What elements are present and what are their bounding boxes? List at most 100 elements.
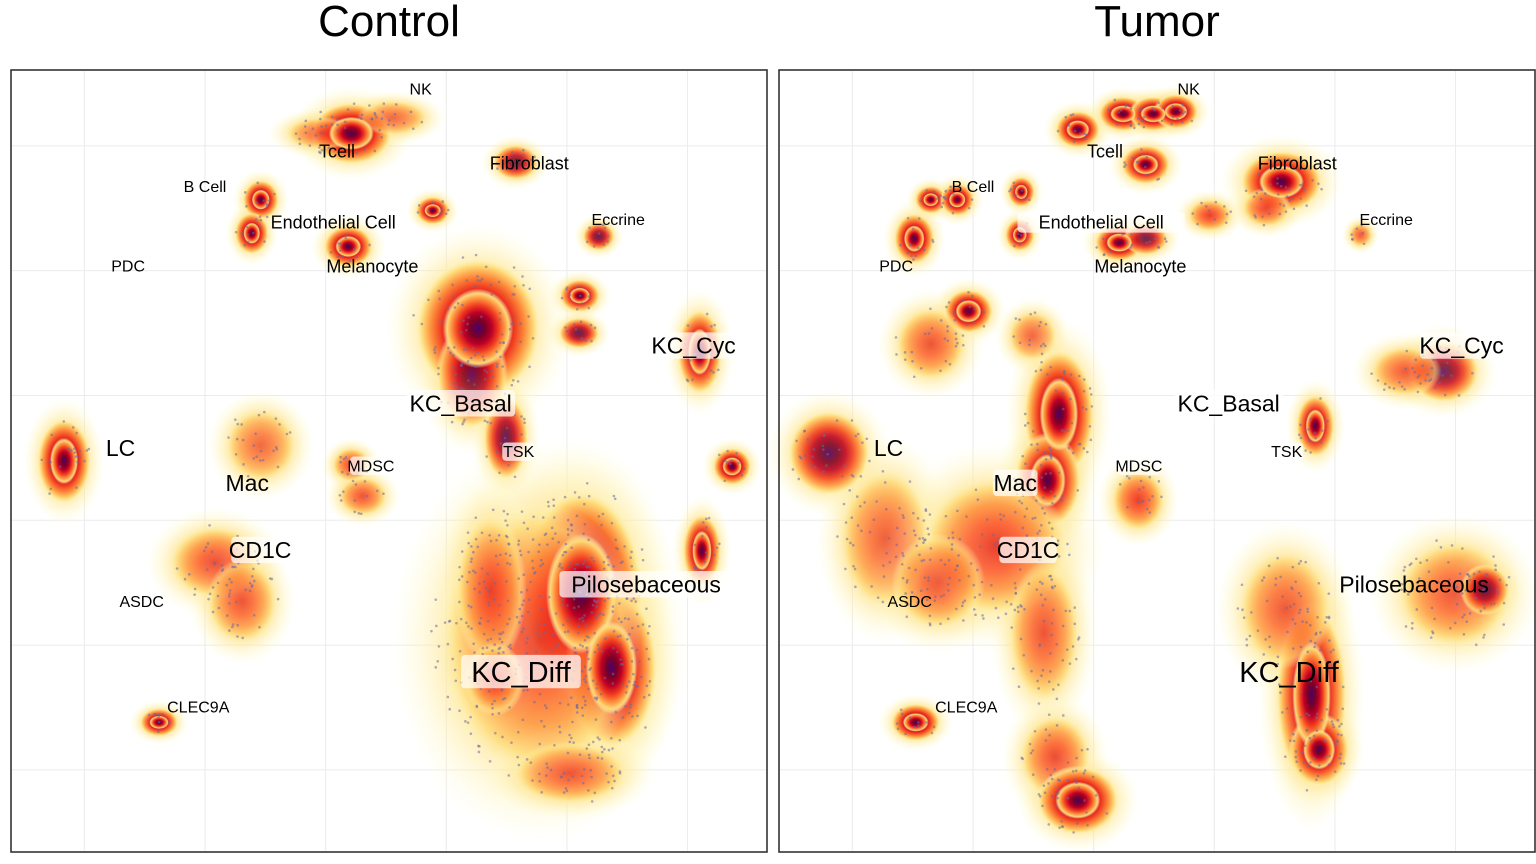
cell-point [905,615,909,618]
cell-point [245,225,249,229]
cell-point [561,598,565,601]
cell-point [254,218,258,221]
cell-point [555,645,559,649]
cell-point [1151,495,1154,498]
cell-point [927,576,930,579]
cell-point [728,462,732,466]
cell-point [929,547,933,550]
cell-point [483,419,487,423]
cell-point [208,524,211,527]
cell-point [571,775,575,778]
cell-point [259,218,263,222]
cell-point [1419,561,1422,565]
cell-point [526,610,530,614]
cell-point [1350,233,1353,236]
cell-point [1494,568,1497,572]
cell-point [1082,132,1086,135]
cell-point [567,565,570,568]
cell-point [522,599,526,602]
cell-point [516,730,520,734]
cell-point [168,720,171,724]
cell-point [1073,622,1077,626]
cell-point [630,564,634,568]
cluster-label-text: TSK [1271,444,1302,461]
cell-point [459,387,463,390]
cell-point [944,514,948,518]
cell-point [570,523,573,527]
cell-point [581,619,585,623]
cell-point [157,720,161,724]
cell-point [485,370,489,374]
cell-point [1291,587,1294,591]
cluster-label-melanocyte: Melanocyte [1094,256,1186,276]
cluster-label-text: KC_Cyc [651,333,735,359]
cell-point [1130,243,1134,247]
cluster-label-text: NK [410,82,433,99]
cell-point [533,155,536,159]
cell-point [640,675,643,679]
cell-point [517,539,521,543]
cell-point [903,358,907,361]
cell-point [1183,110,1187,114]
cell-point [806,438,810,441]
cell-point [944,359,948,363]
cluster-label-text: KC_Diff [471,657,571,689]
cell-point [492,598,496,601]
cell-point [355,255,358,258]
cell-point [531,538,535,541]
cell-point [49,487,53,491]
cell-point [1196,222,1199,226]
cell-point [256,181,260,185]
cell-point [1090,405,1094,408]
cell-point [572,323,576,326]
cell-point [587,636,590,639]
cell-point [583,638,587,642]
cell-point [539,564,542,568]
cell-point [1277,683,1281,686]
cell-point [587,753,591,757]
cell-point [929,307,932,311]
cell-point [1319,397,1322,400]
cell-point [1360,223,1363,227]
cell-point [1505,583,1508,587]
cell-point [589,666,593,670]
cell-point [480,567,484,570]
cell-point [535,630,539,634]
cell-point [1083,378,1086,381]
cell-point [621,716,625,719]
cell-point [575,705,579,709]
cell-point [486,619,490,623]
cell-point [1325,708,1329,711]
cell-point [1306,610,1310,614]
cell-point [600,745,604,749]
cell-point [467,541,470,545]
cell-point [647,657,651,661]
cell-point [1031,773,1035,776]
cell-point [912,511,915,515]
cell-point [1288,739,1292,742]
cell-point [803,430,806,433]
cell-point [1014,591,1018,595]
cell-point [1316,712,1319,716]
cell-point [1361,231,1365,235]
cell-point [1274,577,1278,580]
cell-point [1080,748,1084,752]
cell-point [437,366,440,370]
cell-point [904,601,908,604]
cell-point [491,508,495,512]
cell-point [587,494,591,498]
cell-point [572,597,576,601]
cell-point [380,117,384,120]
cluster-label-box [1117,456,1160,475]
cell-point [1129,246,1132,249]
cell-point [529,761,533,765]
cell-point [703,560,707,564]
cell-point [797,477,801,481]
cell-point [574,562,578,566]
cell-point [1304,449,1307,452]
cell-point [924,509,928,512]
cell-point [1039,368,1043,372]
cell-point [563,630,567,634]
cell-point [595,687,599,690]
cell-point [1200,201,1203,205]
